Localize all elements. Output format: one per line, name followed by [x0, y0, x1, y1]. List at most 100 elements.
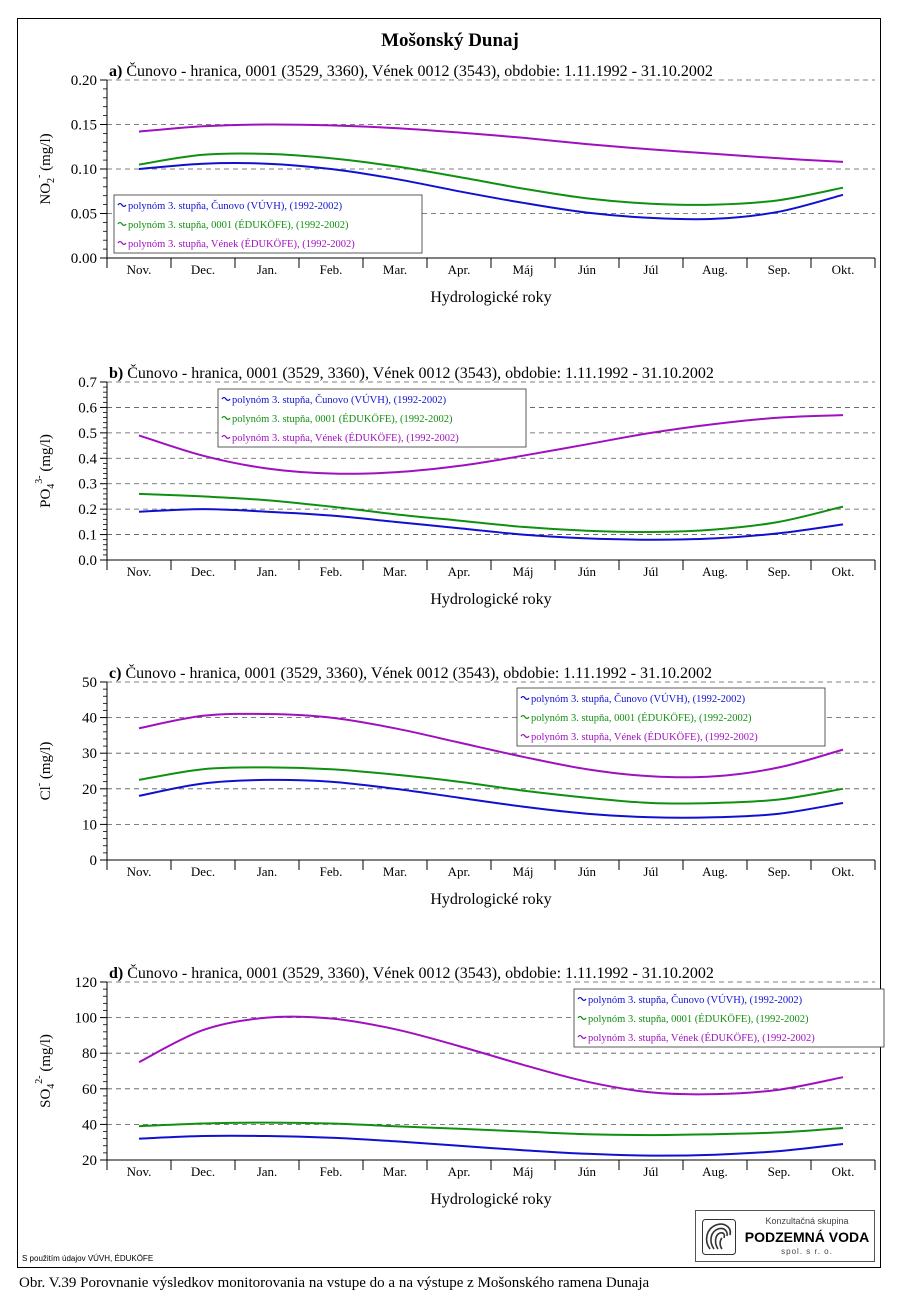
y-tick-label: 0.7 [78, 375, 97, 391]
legend-swatch [221, 396, 231, 402]
legend-swatch [577, 996, 587, 1002]
legend-swatch [117, 240, 127, 246]
x-tick-label: Máj [513, 864, 534, 879]
x-tick-label: Feb. [320, 864, 343, 879]
x-tick-label: Júl [643, 1164, 659, 1179]
x-tick-label: Dec. [191, 564, 215, 579]
x-tick-label: Jan. [257, 1164, 278, 1179]
x-tick-label: Sep. [768, 564, 791, 579]
x-tick-label: Feb. [320, 262, 343, 277]
legend-item: polynóm 3. stupňa, Čunovo (VÚVH), (1992-… [232, 394, 447, 406]
legend-swatch [577, 1034, 587, 1040]
x-tick-label: Jan. [257, 262, 278, 277]
series-line-1 [138, 162, 844, 221]
x-tick-label: Aug. [702, 262, 728, 277]
figure-frame [17, 18, 881, 1268]
x-tick-label: Mar. [383, 262, 407, 277]
x-tick-label: Mar. [383, 1164, 407, 1179]
x-tick-label: Feb. [320, 564, 343, 579]
y-tick-label: 0.0 [78, 553, 97, 569]
legend-box [113, 194, 423, 254]
legend-swatch [520, 695, 530, 701]
x-tick-label: Dec. [191, 864, 215, 879]
x-tick-label: Jún [578, 564, 597, 579]
x-tick-label: Jan. [257, 564, 278, 579]
series-line-1 [138, 778, 844, 819]
legend-box [516, 687, 826, 747]
legend-item: polynóm 3. stupňa, 0001 (ÉDUKÖFE), (1992… [531, 712, 752, 724]
logo-name: PODZEMNÁ VODA [744, 1229, 870, 1245]
chart-b: b) Čunovo - hranica, 0001 (3529, 3360), … [34, 363, 876, 608]
chart-title-text: Čunovo - hranica, 0001 (3529, 3360), Vén… [127, 363, 714, 382]
legend-item: polynóm 3. stupňa, Čunovo (VÚVH), (1992-… [128, 200, 343, 212]
y-tick-label: 120 [75, 975, 98, 991]
legend-item: polynóm 3. stupňa, 0001 (ÉDUKÖFE), (1992… [588, 1013, 809, 1025]
y-tick-label: 0.15 [71, 118, 97, 134]
y-tick-label: 40 [82, 1117, 97, 1133]
x-axis-label: Hydrologické roky [430, 1191, 551, 1208]
y-axis-label: PO43- (mg/l) [34, 434, 57, 508]
x-tick-label: Nov. [127, 1164, 152, 1179]
x-tick-label: Máj [513, 564, 534, 579]
x-tick-label: Sep. [768, 262, 791, 277]
x-axis-label: Hydrologické roky [430, 591, 551, 608]
legend-swatch [117, 221, 127, 227]
chart-a: a) Čunovo - hranica, 0001 (3529, 3360), … [34, 61, 876, 306]
legend-item: polynóm 3. stupňa, Vének (ÉDUKÖFE), (199… [232, 432, 459, 444]
y-tick-label: 0.4 [78, 451, 97, 467]
y-tick-label: 0.2 [78, 502, 97, 518]
y-tick-label: 0.05 [71, 207, 97, 223]
chart-title: c) Čunovo - hranica, 0001 (3529, 3360), … [109, 663, 712, 682]
x-tick-label: Apr. [448, 1164, 471, 1179]
series-line-2 [138, 152, 844, 206]
x-tick-label: Jún [578, 262, 597, 277]
chart-title-prefix: b) [109, 365, 127, 382]
legend-swatch [221, 415, 231, 421]
y-tick-label: 20 [82, 782, 97, 798]
x-tick-label: Máj [513, 1164, 534, 1179]
y-tick-label: 0.00 [71, 251, 97, 267]
y-tick-label: 0 [90, 853, 98, 869]
y-tick-label: 0.3 [78, 477, 97, 493]
y-tick-label: 0.1 [78, 528, 97, 544]
company-logo: Konzultačná skupina PODZEMNÁ VODA spol. … [695, 1210, 875, 1262]
x-tick-label: Nov. [127, 564, 152, 579]
y-tick-label: 0.20 [71, 73, 97, 89]
figure-caption: Obr. V.39 Porovnanie výsledkov monitorov… [19, 1275, 650, 1291]
chart-title-prefix: c) [109, 665, 125, 682]
y-tick-label: 0.5 [78, 426, 97, 442]
chart-title-text: Čunovo - hranica, 0001 (3529, 3360), Vén… [126, 61, 713, 80]
x-tick-label: Okt. [832, 564, 855, 579]
x-tick-label: Okt. [832, 262, 855, 277]
chart-title-prefix: a) [109, 63, 126, 80]
x-tick-label: Nov. [127, 864, 152, 879]
x-tick-label: Nov. [127, 262, 152, 277]
legend-swatch [577, 1015, 587, 1021]
y-tick-label: 20 [82, 1153, 97, 1169]
x-tick-label: Apr. [448, 262, 471, 277]
series-line-1 [138, 1134, 844, 1157]
chart-title: b) Čunovo - hranica, 0001 (3529, 3360), … [109, 363, 714, 382]
legend-swatch [520, 714, 530, 720]
y-tick-label: 10 [82, 817, 97, 833]
y-axis-label: SO42- (mg/l) [34, 1034, 57, 1108]
x-tick-label: Sep. [768, 864, 791, 879]
series-line-2 [138, 766, 844, 805]
series-line-3 [138, 712, 844, 779]
chart-c: c) Čunovo - hranica, 0001 (3529, 3360), … [34, 663, 876, 908]
y-tick-label: 80 [82, 1046, 97, 1062]
x-tick-label: Júl [643, 564, 659, 579]
x-tick-label: Dec. [191, 1164, 215, 1179]
legend-item: polynóm 3. stupňa, Vének (ÉDUKÖFE), (199… [128, 238, 355, 250]
x-tick-label: Jún [578, 864, 597, 879]
logo-subtitle: spol. s r. o. [781, 1247, 833, 1256]
x-tick-label: Feb. [320, 1164, 343, 1179]
series-line-3 [138, 414, 844, 475]
y-tick-label: 100 [75, 1011, 98, 1027]
legend-box [217, 388, 527, 448]
y-tick-label: 0.10 [71, 162, 97, 178]
x-tick-label: Jan. [257, 864, 278, 879]
chart-title: d) Čunovo - hranica, 0001 (3529, 3360), … [109, 963, 714, 982]
data-source-note: S použitím údajov VÚVH, ÉDUKÖFE [22, 1254, 154, 1263]
chart-title-prefix: d) [109, 965, 127, 982]
